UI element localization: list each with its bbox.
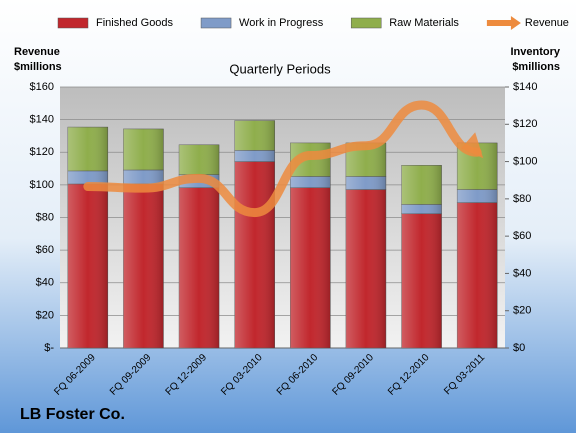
bar-shade (179, 144, 220, 175)
bar-shade (345, 176, 386, 190)
y-axis-title: $millions (14, 61, 62, 73)
y2-tick-label: $140 (513, 81, 537, 93)
y-tick-label: $100 (30, 179, 54, 191)
y2-tick-label: $40 (513, 267, 531, 279)
bar-shade (123, 183, 164, 348)
legend-label: Work in Progress (239, 17, 324, 29)
bar-shade (457, 189, 498, 203)
y2-axis-title: $millions (512, 61, 560, 73)
bar-shade (345, 189, 386, 348)
legend-arrow (510, 16, 521, 30)
legend-swatch (350, 17, 382, 29)
legend-swatch (200, 17, 232, 29)
bar-shade (67, 170, 108, 184)
y2-tick-label: $60 (513, 230, 531, 242)
y2-tick-label: $120 (513, 118, 537, 130)
bar-shade (290, 187, 331, 348)
bar-shade (234, 150, 275, 162)
bar-shade (179, 187, 220, 348)
bar-shade (457, 202, 498, 348)
legend-swatch (57, 17, 89, 29)
y-tick-label: $80 (36, 211, 54, 223)
chart-title: Quarterly Periods (229, 61, 331, 76)
bar-shade (234, 161, 275, 348)
revenue-line (83, 100, 482, 218)
bar-shade (401, 213, 442, 348)
y-tick-label: $160 (30, 81, 54, 93)
y-axis-title: Revenue (14, 46, 60, 58)
y2-tick-label: $80 (513, 193, 531, 205)
bar-shade (401, 204, 442, 214)
y2-tick-label: $20 (513, 305, 531, 317)
bar-shade (401, 165, 442, 205)
y-tick-label: $60 (36, 244, 54, 256)
revenue-arrowhead (461, 132, 484, 159)
legend-label: Revenue (525, 17, 569, 29)
y2-axis-title: Inventory (510, 46, 560, 58)
bar-shade (290, 176, 331, 188)
bar-shade (123, 169, 164, 184)
y-tick-label: $40 (36, 277, 54, 289)
y-tick-label: $20 (36, 309, 54, 321)
y-tick-label: $120 (30, 146, 54, 158)
legend-label: Raw Materials (389, 17, 459, 29)
y2-tick-label: $100 (513, 155, 537, 167)
bar-shade (67, 127, 108, 171)
y-tick-label: $- (44, 342, 54, 354)
y-tick-label: $140 (30, 114, 54, 126)
bar-shade (234, 120, 275, 151)
bar-shade (67, 183, 108, 348)
y2-tick-label: $0 (513, 342, 525, 354)
legend-label: Finished Goods (96, 17, 174, 29)
footer-title: LB Foster Co. (20, 406, 125, 423)
bar-shade (123, 128, 164, 170)
